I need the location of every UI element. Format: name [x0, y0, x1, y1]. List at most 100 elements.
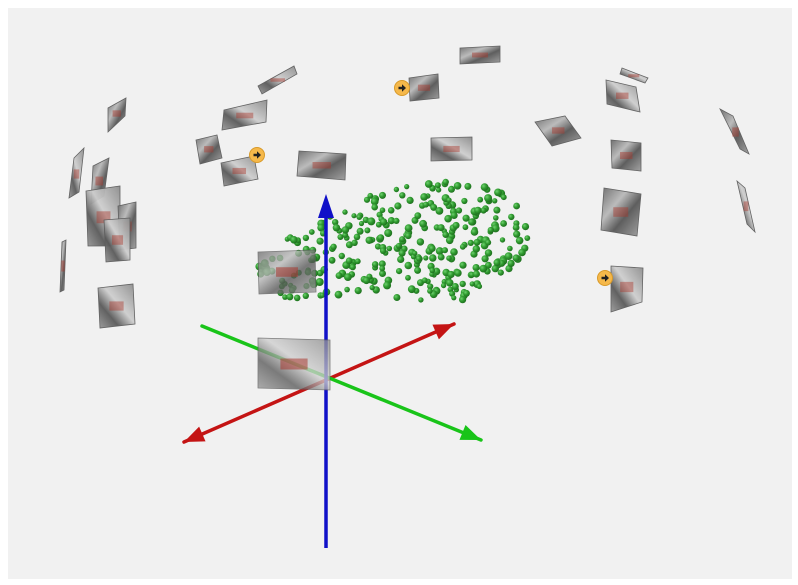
cloud-point [404, 224, 413, 233]
camera-frame[interactable] [736, 179, 756, 234]
camera-frame-image [619, 67, 649, 84]
cloud-point [387, 207, 395, 214]
camera-frame-image [610, 139, 642, 172]
camera-frame[interactable] [619, 67, 649, 84]
camera-frames-back [59, 45, 756, 329]
cloud-point [507, 259, 515, 267]
cloud-point [450, 248, 458, 256]
cloud-point [416, 238, 425, 246]
camera-frame-image [221, 99, 268, 131]
camera-frame[interactable] [534, 115, 582, 147]
cloud-point [293, 294, 301, 302]
camera-frame[interactable] [610, 265, 644, 313]
cloud-point [507, 245, 513, 252]
cloud-point [341, 226, 350, 234]
camera-frame-image [257, 65, 298, 95]
cloud-point [435, 247, 444, 255]
camera-frame-detail [270, 78, 286, 82]
camera-frame[interactable] [221, 99, 268, 131]
cloud-point [421, 277, 428, 284]
marker-arrow [601, 274, 609, 282]
cloud-point [487, 226, 494, 234]
camera-frame[interactable] [68, 146, 85, 199]
camera-frame[interactable] [719, 108, 750, 155]
camera-frame[interactable] [296, 150, 347, 181]
3d-viewport[interactable] [8, 8, 792, 579]
cloud-point [480, 183, 489, 192]
cloud-point [462, 224, 469, 231]
cloud-point [418, 297, 424, 303]
cloud-point [493, 206, 501, 214]
cloud-point [521, 223, 530, 231]
camera-frame[interactable] [610, 139, 642, 172]
cloud-point [512, 224, 520, 231]
cloud-point [442, 178, 449, 186]
cloud-point [499, 237, 506, 243]
camera-frame[interactable] [59, 239, 67, 293]
cloud-point [290, 236, 298, 244]
cloud-point [379, 191, 386, 199]
cloud-point [434, 182, 441, 189]
cloud-point [467, 239, 474, 246]
cloud-point [302, 234, 310, 242]
cloud-point [450, 211, 458, 219]
cloud-point [379, 207, 386, 213]
arrow-right-icon[interactable] [394, 80, 410, 96]
z-axis-head [318, 194, 334, 218]
camera-frame-image [97, 283, 136, 329]
cloud-point [330, 243, 337, 250]
camera-frame[interactable] [257, 337, 331, 391]
cloud-point [469, 281, 475, 287]
cloud-point [342, 232, 349, 238]
cloud-point [446, 255, 452, 261]
x-axis-positive [324, 322, 456, 382]
cloud-point [451, 283, 459, 290]
cloud-point [399, 236, 406, 243]
arrow-right-icon[interactable] [249, 147, 265, 163]
camera-frame[interactable] [195, 134, 223, 165]
cloud-point [367, 192, 374, 199]
x-axis-negative-head [184, 426, 206, 442]
camera-frame[interactable] [97, 283, 136, 329]
cloud-point [379, 218, 388, 226]
camera-frame[interactable] [257, 65, 298, 95]
cloud-point [437, 224, 445, 232]
camera-frame-image [534, 115, 582, 147]
cloud-point [423, 255, 429, 261]
cloud-point [404, 184, 410, 190]
cloud-point [332, 224, 341, 232]
cloud-point [344, 286, 350, 293]
cloud-point [365, 236, 373, 244]
camera-frame[interactable] [257, 249, 317, 295]
camera-frame[interactable] [107, 97, 127, 133]
camera-frame[interactable] [605, 79, 641, 113]
camera-frame[interactable] [459, 45, 501, 65]
cloud-point [334, 290, 343, 299]
arrow-right-icon[interactable] [597, 270, 613, 286]
camera-frame-detail [620, 151, 633, 160]
cloud-point [472, 245, 480, 253]
cloud-point [404, 261, 413, 270]
cloud-point [379, 270, 386, 277]
camera-frame-detail [443, 145, 460, 153]
cloud-point [447, 270, 455, 279]
cloud-point [393, 186, 400, 193]
cloud-point [515, 236, 524, 245]
cloud-point [371, 261, 379, 268]
camera-frame-detail [111, 235, 124, 245]
cloud-point [354, 258, 361, 265]
cloud-point [430, 203, 438, 211]
camera-frame-detail [732, 127, 739, 137]
camera-frame-image [610, 265, 644, 313]
cloud-point [378, 260, 386, 268]
scene-canvas[interactable] [8, 8, 792, 579]
camera-frame[interactable] [430, 136, 473, 162]
camera-frame-detail [73, 169, 80, 179]
camera-frame-detail [95, 176, 104, 186]
cloud-point [399, 192, 406, 199]
camera-frame[interactable] [600, 187, 642, 237]
cloud-point [464, 182, 472, 190]
camera-frame[interactable] [103, 217, 131, 263]
camera-frame[interactable] [408, 73, 440, 102]
camera-frame[interactable] [220, 155, 259, 187]
